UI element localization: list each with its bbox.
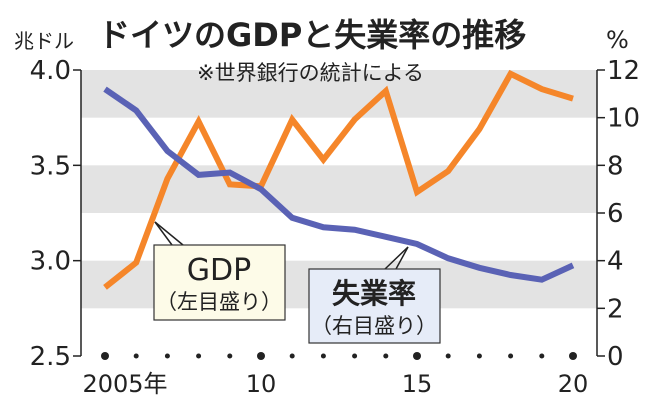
- x-tick-label: 10: [246, 370, 277, 398]
- unemployment-line: [103, 86, 575, 283]
- right-tick-label: 8: [607, 151, 624, 181]
- year-dot: [164, 353, 170, 359]
- year-dot: [289, 353, 295, 359]
- unemployment-legend-name: 失業率: [332, 277, 416, 310]
- year-dot: [383, 353, 389, 359]
- right-axis-unit: %: [606, 26, 629, 54]
- left-tick-label: 3.5: [30, 151, 71, 181]
- right-tick-label: 0: [607, 342, 624, 372]
- gdp-legend-note: （左目盛り）: [156, 290, 282, 314]
- year-dot: [133, 353, 139, 359]
- unemployment-legend-box: [308, 268, 441, 344]
- x-tick-label: 20: [558, 370, 589, 398]
- gdp-callout-line: [154, 221, 184, 246]
- year-dot: [539, 353, 545, 359]
- right-tick-label: 2: [607, 294, 624, 324]
- x-tick-label: 15: [402, 370, 433, 398]
- right-tick-label: 10: [607, 104, 640, 134]
- year-dot: [227, 353, 233, 359]
- left-tick-label: 3.0: [30, 247, 71, 277]
- year-dot: [257, 352, 265, 360]
- year-dot: [352, 353, 358, 359]
- year-dot: [508, 353, 514, 359]
- year-dot: [569, 352, 577, 360]
- unemployment-legend-note: （右目盛り）: [311, 314, 437, 338]
- gdp-callout-line: [154, 221, 173, 246]
- left-tick-label: 4.0: [30, 56, 71, 86]
- chart-title: ドイツのGDPと失業率の推移: [98, 16, 526, 54]
- year-dot: [476, 353, 482, 359]
- year-dot: [101, 352, 109, 360]
- chart-subtitle: ※世界銀行の統計による: [197, 61, 424, 85]
- x-tick-label: 2005年: [82, 370, 167, 398]
- gdp-legend-name: GDP: [187, 253, 251, 288]
- right-tick-label: 6: [607, 199, 624, 229]
- gdp-legend-box: [153, 244, 286, 321]
- right-tick-label: 12: [607, 56, 640, 86]
- year-dot: [196, 353, 202, 359]
- year-dot: [445, 353, 451, 359]
- year-dot: [320, 353, 326, 359]
- year-dot: [413, 352, 421, 360]
- gdp-line: [103, 69, 574, 290]
- left-tick-label: 2.5: [30, 342, 71, 372]
- left-axis-unit: 兆ドル: [14, 29, 74, 53]
- unemployment-callout-line: [384, 246, 409, 270]
- unemployment-callout-line: [395, 246, 409, 270]
- right-tick-label: 4: [607, 247, 624, 277]
